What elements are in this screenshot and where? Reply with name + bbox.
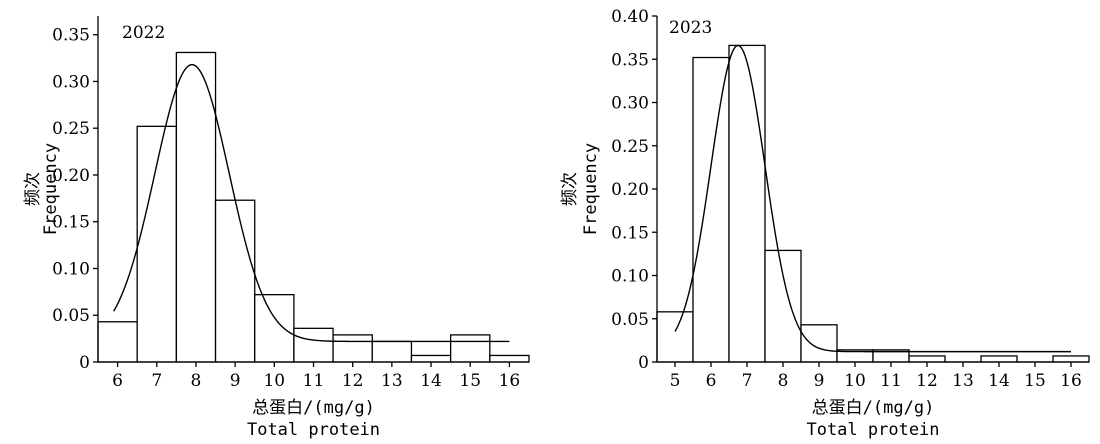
y-tick-label: 0 [79, 353, 90, 373]
x-tick-label: 6 [706, 371, 717, 391]
x-tick-label: 6 [112, 371, 123, 391]
histogram-bar [332, 334, 373, 363]
y-axis-title: 频次 [560, 172, 580, 206]
histogram-bar [764, 249, 802, 363]
histogram-bar [293, 327, 334, 363]
x-tick-label: 16 [499, 371, 521, 391]
histogram-bar [656, 311, 694, 363]
histogram-bar [175, 51, 217, 363]
histogram-bar [371, 340, 413, 363]
histogram-bar [800, 324, 838, 363]
y-tick-label: 0.30 [611, 94, 649, 114]
y-axis-title-en: Frequency [41, 143, 61, 235]
histogram-bar [214, 199, 256, 363]
histogram-bar [980, 355, 1018, 363]
x-axis-title: 总蛋白/(mg/g) [252, 398, 375, 418]
y-tick-label: 0.15 [52, 213, 90, 233]
y-tick-label: 0.25 [611, 137, 649, 157]
histogram-bar [97, 321, 138, 363]
x-tick-label: 8 [191, 371, 202, 391]
x-axis-title: 总蛋白/(mg/g) [812, 398, 935, 418]
y-axis-title-en: Frequency [581, 143, 601, 235]
histogram-bar [692, 56, 730, 363]
x-tick-label: 9 [230, 371, 241, 391]
x-tick-label: 7 [151, 371, 162, 391]
x-tick-label: 14 [988, 371, 1010, 391]
x-tick-label: 10 [844, 371, 866, 391]
y-tick-label: 0.35 [52, 26, 90, 46]
x-tick-label: 8 [778, 371, 789, 391]
x-axis-title-en: Total protein [247, 420, 380, 440]
x-tick-label: 11 [880, 371, 902, 391]
histogram-bar [449, 334, 491, 363]
y-axis-title: 频次 [23, 172, 43, 206]
y-tick-label: 0 [638, 353, 649, 373]
x-tick-label: 10 [263, 371, 285, 391]
histogram-bar [254, 294, 295, 363]
x-tick-label: 13 [381, 371, 403, 391]
y-tick-label: 0.05 [611, 310, 649, 330]
year-label: 2023 [669, 18, 712, 38]
year-label: 2022 [122, 23, 165, 43]
y-tick-label: 0.15 [611, 223, 649, 243]
y-tick-label: 0.20 [52, 166, 90, 186]
x-tick-label: 12 [916, 371, 938, 391]
histogram-bar [728, 44, 766, 363]
x-tick-label: 7 [742, 371, 753, 391]
y-tick-label: 0.25 [52, 119, 90, 139]
x-axis-title-en: Total protein [806, 420, 939, 440]
x-tick-label: 13 [952, 371, 974, 391]
x-tick-label: 11 [303, 371, 325, 391]
chart-2022: 0 0.05 0.10 0.15 0.20 0.25 0.30 0.35 6 7 8 9 10 11 12 1… [23, 16, 530, 440]
x-tick-label: 9 [814, 371, 825, 391]
y-tick-label: 0.05 [52, 306, 90, 326]
chart-2023: 0 0.05 0.10 0.15 0.20 0.25 0.30 0.35 0.40 5 6 7 8 9 10… [560, 7, 1090, 440]
x-tick-label: 12 [342, 371, 364, 391]
y-tick-label: 0.10 [52, 259, 90, 279]
histogram-bar [1052, 355, 1090, 363]
histogram-bar [410, 354, 452, 363]
x-tick-label: 16 [1060, 371, 1082, 391]
x-tick-label: 5 [670, 371, 681, 391]
normal-fit-curve [674, 44, 1071, 353]
histogram-bar [908, 355, 946, 363]
y-tick-label: 0.40 [611, 7, 649, 27]
x-tick-label: 14 [420, 371, 442, 391]
x-tick-label: 15 [1024, 371, 1046, 391]
y-tick-label: 0.10 [611, 267, 649, 287]
y-tick-label: 0.30 [52, 72, 90, 92]
y-tick-label: 0.35 [611, 50, 649, 70]
x-tick-label: 15 [459, 371, 481, 391]
histogram-bar [489, 354, 530, 363]
normal-fit-curve [113, 63, 510, 343]
y-tick-label: 0.20 [611, 180, 649, 200]
